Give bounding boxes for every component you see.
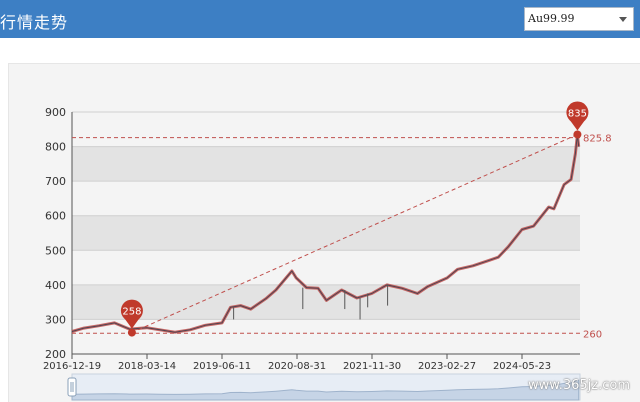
y-tick-label: 900 <box>45 106 66 119</box>
marker-point <box>573 130 582 139</box>
y-tick-label: 600 <box>45 210 66 223</box>
zoom-slider-preview <box>71 379 580 401</box>
zoom-slider-handle[interactable] <box>67 377 77 397</box>
marker-point <box>127 328 136 337</box>
page-title: 行情走势 <box>0 13 69 32</box>
price-line-dark <box>71 134 580 333</box>
y-tick-label: 700 <box>45 175 66 188</box>
reference-line-label: 260 <box>583 329 602 340</box>
x-tick-label: 2023-02-27 <box>418 361 476 372</box>
grid-band <box>72 146 580 182</box>
marker-pin-head <box>566 101 589 124</box>
x-tick-label: 2024-05-23 <box>493 361 551 372</box>
y-tick-label: 300 <box>45 313 66 326</box>
grid-band <box>72 112 580 147</box>
grid-band <box>72 250 580 285</box>
product-select-value: Au99.99 <box>528 12 575 25</box>
marker-label: 258 <box>122 307 141 318</box>
marker-label: 835 <box>568 108 587 119</box>
marker-pin-head <box>120 299 143 322</box>
x-tick-label: 2020-08-31 <box>268 361 326 372</box>
x-tick-label: 2021-11-30 <box>343 361 401 372</box>
grid-band <box>72 181 580 216</box>
x-tick-label: 2018-03-14 <box>118 361 176 372</box>
trend-connector-line <box>131 134 578 334</box>
grid-band <box>72 319 580 354</box>
x-tick-label: 2019-06-11 <box>193 361 251 372</box>
grid-band <box>72 284 580 320</box>
chevron-down-icon[interactable] <box>619 17 627 22</box>
watermark-text: www.365jz.com <box>528 378 630 393</box>
product-select[interactable]: Au99.99 <box>524 7 634 31</box>
y-tick-label: 800 <box>45 141 66 154</box>
y-tick-label: 400 <box>45 279 66 292</box>
y-tick-label: 500 <box>45 244 66 257</box>
grid-band <box>72 215 580 251</box>
x-tick-label: 2016-12-19 <box>43 361 101 372</box>
app-header: 行情走势 Au99.99 <box>0 0 640 38</box>
y-tick-label: 200 <box>45 348 66 361</box>
reference-line-label: 825.8 <box>583 134 612 145</box>
